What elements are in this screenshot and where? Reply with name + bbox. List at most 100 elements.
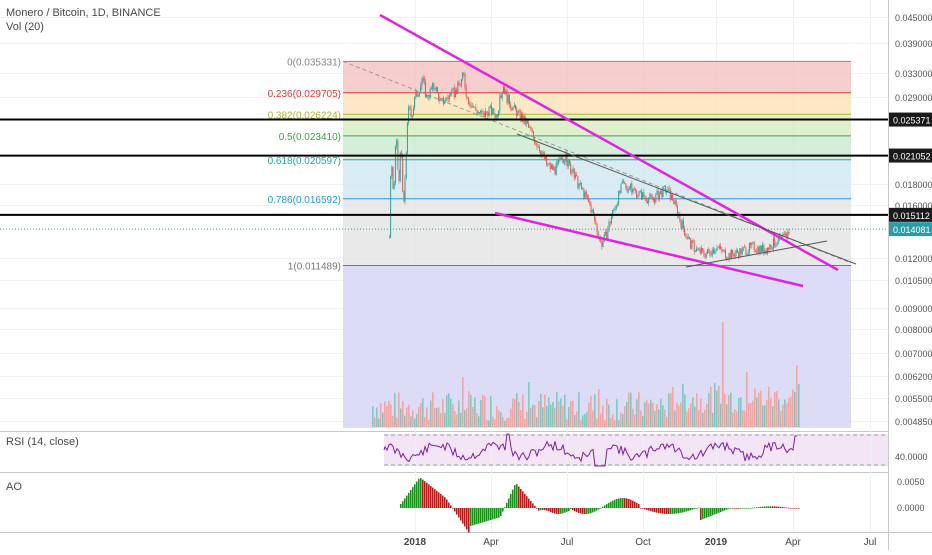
lower-wedge-trendline[interactable] xyxy=(494,211,804,288)
price-tag[interactable] xyxy=(889,222,932,237)
candle-body xyxy=(570,163,572,174)
candle-body xyxy=(637,195,639,198)
candle-body xyxy=(566,153,568,167)
volume-bar xyxy=(746,372,748,427)
ao-bar xyxy=(438,492,440,508)
ao-bar xyxy=(654,508,656,513)
volume-bar xyxy=(414,418,416,427)
candle-body xyxy=(607,229,609,239)
price-tag-label: 0.025371 xyxy=(893,116,931,126)
candle-body xyxy=(753,242,755,251)
price-tag[interactable] xyxy=(889,112,932,127)
fibonacci-retracement[interactable]: 0(0.035331) 0.236(0.029705) 0.382(0.026224… xyxy=(268,57,852,428)
volume-bar xyxy=(698,410,700,427)
volume-bar xyxy=(508,417,510,427)
ao-bar xyxy=(494,508,496,519)
volume-bar xyxy=(536,417,538,427)
candle-body xyxy=(578,184,580,188)
ao-bar xyxy=(744,508,746,509)
volume-bar xyxy=(756,397,758,427)
candle-body xyxy=(499,95,501,111)
ao-bar xyxy=(510,494,512,508)
volume-bar xyxy=(472,406,474,427)
candle-body xyxy=(729,253,731,259)
ao-bar xyxy=(736,508,738,509)
ao-bar xyxy=(738,508,740,509)
ao-bar xyxy=(734,508,736,509)
candle-body xyxy=(657,190,659,200)
ao-bar xyxy=(564,508,566,513)
price-tag[interactable] xyxy=(889,148,932,163)
candle-body xyxy=(610,216,612,224)
volume-bar xyxy=(670,393,672,427)
volume-bar xyxy=(798,384,800,427)
ao-bar xyxy=(728,508,730,509)
ao-bar xyxy=(700,508,702,520)
ao-indicator-label[interactable]: AO xyxy=(6,481,22,493)
price-tag[interactable] xyxy=(889,207,932,222)
candle-body xyxy=(426,94,428,97)
candle-body xyxy=(452,88,454,90)
rsi-indicator-label[interactable]: RSI (14, close) xyxy=(6,436,79,448)
trendlines[interactable] xyxy=(379,13,857,288)
candle-body xyxy=(648,198,650,204)
volume-bar xyxy=(418,406,420,427)
volume-bar xyxy=(480,400,482,427)
candle-body xyxy=(517,111,519,117)
candle-body xyxy=(450,93,452,96)
candle-body xyxy=(496,114,498,117)
ao-bar xyxy=(540,508,542,511)
candle-body xyxy=(489,105,491,108)
candle-body xyxy=(682,220,684,229)
ao-bar xyxy=(428,484,430,508)
time-axis-label: Jul xyxy=(864,537,877,548)
rsi-line xyxy=(383,433,797,467)
ao-bar xyxy=(694,508,696,509)
ao-bar xyxy=(786,507,788,509)
volume-indicator-label[interactable]: Vol (20) xyxy=(6,21,44,33)
candle-body xyxy=(456,89,458,94)
volume-bar xyxy=(692,397,694,427)
volume-bar xyxy=(378,418,380,427)
candle-body xyxy=(552,165,554,170)
volume-bar xyxy=(714,383,716,427)
volume-bar xyxy=(490,396,492,427)
volume-bar xyxy=(396,417,398,427)
candle-body xyxy=(771,248,773,250)
ao-bar xyxy=(702,508,704,520)
ao-bar xyxy=(446,499,448,508)
time-axis[interactable]: 2018 Apr Jul Oct 2019 Apr Jul xyxy=(404,537,877,548)
ascending-support-trendline[interactable] xyxy=(685,240,828,268)
descending-trendline[interactable] xyxy=(516,133,857,265)
volume-bar xyxy=(718,385,720,427)
candle-body xyxy=(391,167,393,177)
candle-body xyxy=(645,197,647,202)
candle-body xyxy=(504,86,506,95)
ao-bar xyxy=(476,508,478,525)
candle-body xyxy=(399,152,401,181)
candle-body xyxy=(745,247,747,255)
time-axis-label: Jul xyxy=(561,537,574,548)
candle-body xyxy=(691,240,693,249)
ao-bar xyxy=(600,508,602,509)
ao-bar xyxy=(598,508,600,510)
ao-bar xyxy=(406,495,408,508)
candle-body xyxy=(576,174,578,176)
ao-bar xyxy=(500,508,502,516)
volume-bar xyxy=(574,414,576,427)
fib-level-label: 0.786(0.016592) xyxy=(268,195,341,206)
ao-bar xyxy=(526,496,528,508)
price-axis[interactable]: 0.045000 0.039000 0.033000 0.029000 0.018000… xyxy=(889,13,932,513)
volume-bar xyxy=(646,399,648,427)
ao-bar xyxy=(520,489,522,508)
candle-body xyxy=(540,151,542,155)
candle-body xyxy=(763,244,765,254)
ao-bar xyxy=(584,508,586,514)
ao-bar xyxy=(742,508,744,509)
volume-bar xyxy=(566,419,568,427)
candle-body xyxy=(652,198,654,200)
volume-bar xyxy=(736,411,738,427)
candle-body xyxy=(459,84,461,86)
candle-body xyxy=(656,190,658,194)
